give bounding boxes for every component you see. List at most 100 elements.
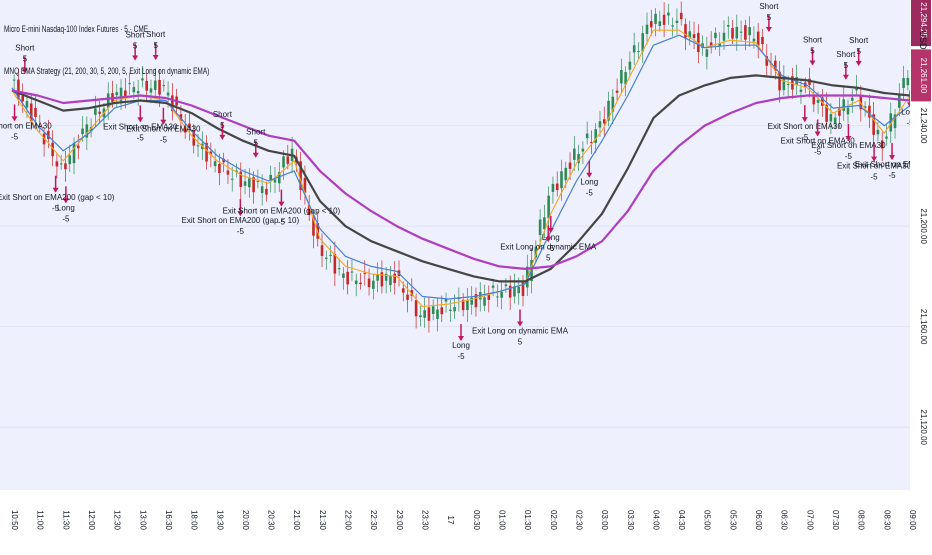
candle-body xyxy=(248,178,251,188)
candle-body xyxy=(620,69,623,84)
candle-body xyxy=(508,285,512,298)
trade-annotations: Short5Short5Short5Short5Short5Exit Short… xyxy=(0,2,930,361)
candle-body xyxy=(25,101,29,108)
candle-body xyxy=(543,217,546,230)
x-tick-label: 22:30 xyxy=(369,510,378,531)
candle-body xyxy=(761,36,764,45)
candle-body xyxy=(106,93,110,108)
x-tick-label: 23:30 xyxy=(421,510,430,531)
candle-body xyxy=(705,49,709,57)
candle-body xyxy=(662,14,666,25)
candle-body xyxy=(585,133,589,139)
candle-body xyxy=(568,162,572,169)
candle-body xyxy=(419,315,422,318)
x-tick-label: 19:30 xyxy=(215,510,224,531)
x-tick-label: 01:30 xyxy=(523,510,532,531)
annotation-qty: 5 xyxy=(518,337,523,346)
candle-body xyxy=(491,285,495,288)
candle-body xyxy=(560,171,563,189)
candle-body xyxy=(752,38,756,42)
candle-body xyxy=(431,306,435,314)
annotation-label: Short xyxy=(246,128,266,137)
signal-arrow-head xyxy=(842,74,849,80)
candle-body xyxy=(337,268,341,270)
candle-body xyxy=(555,183,559,191)
candle-body xyxy=(89,127,93,132)
x-tick-label: 17 xyxy=(446,516,455,525)
trade-annotation: Exit Short on EMA30-5 xyxy=(855,143,930,180)
candle-body xyxy=(29,103,33,122)
candle-body xyxy=(671,25,674,27)
x-tick-label: 13:00 xyxy=(138,510,147,531)
candle-body xyxy=(645,24,649,34)
trade-annotation: Short 5 xyxy=(836,50,856,80)
candle-body xyxy=(855,87,858,91)
candle-body xyxy=(756,31,760,46)
candle-body xyxy=(850,97,854,101)
candle-body xyxy=(825,104,828,122)
annotation-label: Short xyxy=(803,35,823,44)
candle-body xyxy=(637,51,640,53)
signal-arrow-head xyxy=(152,54,159,60)
candle-body xyxy=(423,310,426,318)
candle-body xyxy=(436,309,439,319)
annotation-label: Short xyxy=(15,44,35,53)
plot-area[interactable] xyxy=(0,0,910,490)
candle-body xyxy=(239,171,243,188)
trade-annotation: Exit Short on EMA30-5 xyxy=(837,144,912,182)
price-tag-bg xyxy=(911,49,931,102)
chart-title: Micro E-mini Nasdaq-100 Index Futures · … xyxy=(4,24,149,34)
annotation-label: Exit Short on EMA30 xyxy=(811,141,886,150)
candle-body xyxy=(252,177,255,193)
candle-body xyxy=(76,145,80,149)
candle-body xyxy=(153,80,157,90)
candle-body xyxy=(602,119,606,124)
x-tick-label: 20:00 xyxy=(241,510,250,531)
candle-body xyxy=(132,87,136,93)
x-tick-label: 04:30 xyxy=(677,510,686,531)
annotation-label: Short xyxy=(849,36,869,45)
trade-annotation: Long -5 xyxy=(57,186,75,223)
candle-body xyxy=(517,286,521,294)
x-tick-label: 02:00 xyxy=(549,510,558,531)
candle-body xyxy=(615,90,619,93)
annotation-qty: 5 xyxy=(767,13,772,22)
x-tick-label: 08:30 xyxy=(882,510,891,531)
candle-body xyxy=(444,299,448,302)
candle-body xyxy=(312,217,315,236)
candle-body xyxy=(307,205,311,215)
trade-annotation: Short 5 xyxy=(849,36,869,66)
annotation-qty: 5 xyxy=(844,61,849,70)
price-tag-label: 21,261.00 xyxy=(919,58,928,94)
candle-body xyxy=(863,106,867,109)
candle-body xyxy=(598,121,602,128)
signal-arrow-head xyxy=(765,27,772,33)
candle-body xyxy=(829,114,833,122)
candle-body xyxy=(188,123,191,129)
candle-body xyxy=(607,100,610,121)
signal-arrow-head xyxy=(545,237,552,243)
candle-body xyxy=(838,108,841,116)
candle-body xyxy=(876,129,880,135)
candle-body xyxy=(500,291,503,298)
candle-body xyxy=(359,282,362,285)
candle-body xyxy=(611,96,615,112)
annotation-qty: -5 xyxy=(801,133,809,142)
annotation-label: Short xyxy=(146,30,166,39)
candle-body xyxy=(260,186,264,194)
candle-body xyxy=(744,25,747,40)
candle-body xyxy=(72,142,76,164)
x-tick-label: 23:00 xyxy=(395,510,404,531)
candle-body xyxy=(906,77,910,86)
signal-arrow-head xyxy=(132,55,139,61)
candle-body xyxy=(624,72,627,85)
candle-body xyxy=(816,99,820,103)
annotation-label: Short xyxy=(213,110,233,119)
candle-body xyxy=(286,156,290,164)
trade-annotation: Exit Short on EMA30-5 xyxy=(126,107,201,145)
candle-body xyxy=(898,94,901,108)
x-tick-label: 12:00 xyxy=(87,510,96,531)
